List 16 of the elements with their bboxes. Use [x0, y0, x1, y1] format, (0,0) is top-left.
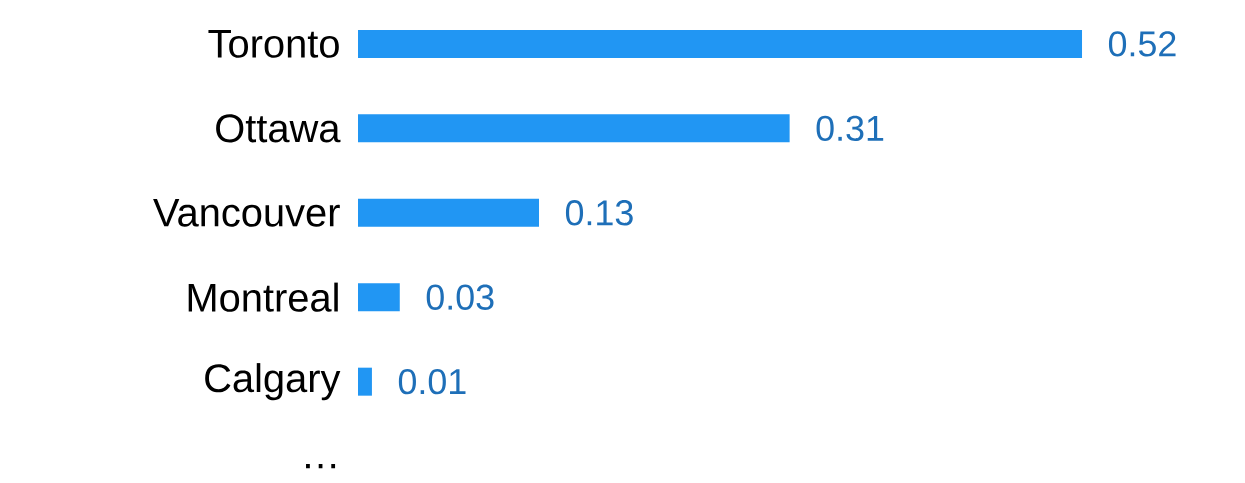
y-tick-label: … [306, 463, 336, 469]
bar [358, 367, 372, 396]
y-tick-label: Calgary [205, 363, 341, 401]
y-tick-label: Ottawa [216, 114, 341, 143]
bar [358, 114, 790, 143]
y-tick-label: Toronto [208, 30, 339, 58]
bar [358, 198, 539, 227]
data-label: 0.03 [426, 284, 494, 310]
data-label: 0.01 [398, 368, 466, 395]
bar [358, 283, 400, 312]
data-label: 0.13 [565, 200, 633, 226]
data-label: 0.31 [816, 115, 884, 142]
y-tick-label: Montreal [188, 282, 338, 312]
y-tick-label: Vancouver [153, 198, 340, 227]
data-label: 0.52 [1108, 31, 1176, 57]
bar [358, 29, 1083, 58]
